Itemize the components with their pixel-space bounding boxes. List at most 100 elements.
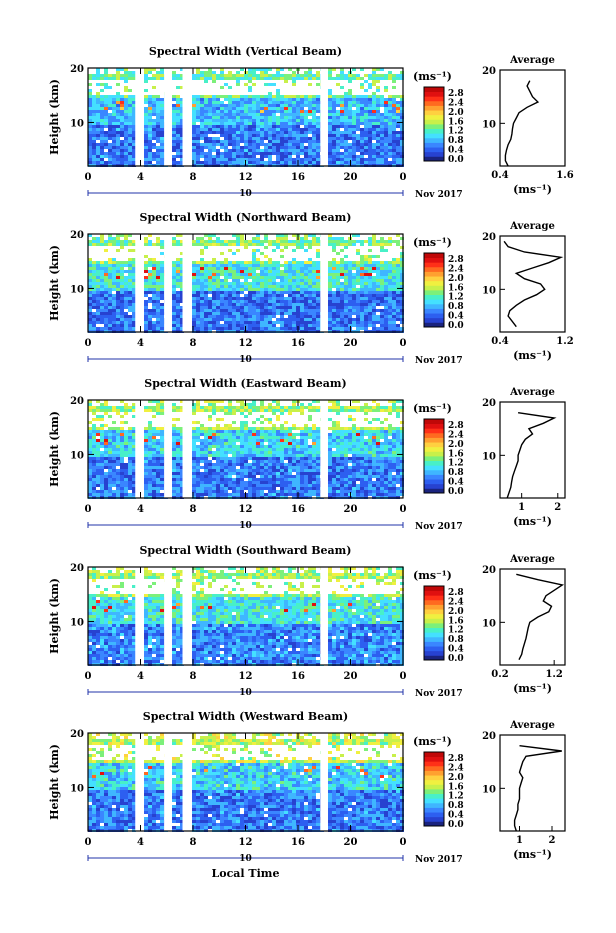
heatmap-cell — [160, 469, 164, 472]
colorbar-segment — [424, 110, 444, 115]
heatmap-cell — [104, 95, 108, 98]
heatmap-cell — [196, 427, 200, 430]
heatmap-cell — [392, 101, 396, 104]
heatmap-cell — [356, 149, 360, 152]
heatmap-cell — [228, 155, 232, 158]
heatmap-cell — [276, 270, 280, 273]
heatmap-cell — [152, 493, 156, 496]
heatmap-cell — [308, 300, 312, 303]
heatmap-cell — [372, 77, 376, 80]
heatmap-cell — [376, 74, 380, 77]
heatmap-cell — [268, 327, 272, 330]
heatmap-cell — [92, 104, 96, 107]
heatmap-cell — [368, 149, 372, 152]
heatmap-cell — [300, 107, 304, 110]
heatmap-cell — [196, 466, 200, 469]
heatmap-cell — [108, 261, 112, 264]
heatmap-cell — [172, 113, 176, 116]
heatmap-cell — [160, 77, 164, 80]
heatmap-cell — [352, 155, 356, 158]
heatmap-cell — [288, 113, 292, 116]
heatmap-cell — [116, 493, 120, 496]
heatmap-cell — [368, 110, 372, 113]
heatmap-cell — [372, 327, 376, 330]
heatmap-cell — [200, 128, 204, 131]
heatmap-cell — [368, 255, 372, 258]
heatmap-cell — [344, 149, 348, 152]
heatmap-cell — [144, 433, 148, 436]
heatmap-cell — [336, 104, 340, 107]
heatmap-cell — [352, 116, 356, 119]
heatmap-cell — [372, 237, 376, 240]
heatmap-cell — [392, 318, 396, 321]
heatmap-cell — [108, 312, 112, 315]
heatmap-cell — [352, 240, 356, 243]
heatmap-cell — [204, 312, 208, 315]
heatmap-cell — [116, 475, 120, 478]
heatmap-cell — [340, 303, 344, 306]
heatmap-cell — [332, 240, 336, 243]
heatmap-cell — [216, 276, 220, 279]
heatmap-cell — [228, 487, 232, 490]
heatmap-cell — [396, 140, 400, 143]
heatmap-cell — [192, 116, 196, 119]
heatmap-cell — [312, 128, 316, 131]
heatmap-cell — [244, 101, 248, 104]
heatmap-cell — [108, 306, 112, 309]
heatmap-cell — [264, 83, 268, 86]
heatmap-cell — [368, 300, 372, 303]
heatmap-cell — [316, 146, 320, 149]
heatmap-cell — [232, 460, 236, 463]
heatmap-cell — [332, 321, 336, 324]
heatmap-cell — [372, 297, 376, 300]
heatmap-cell — [244, 104, 248, 107]
heatmap-cell — [216, 291, 220, 294]
heatmap-cell — [212, 113, 216, 116]
heatmap-cell — [296, 273, 300, 276]
heatmap-cell — [100, 457, 104, 460]
heatmap-cell — [100, 312, 104, 315]
heatmap-cell — [280, 285, 284, 288]
heatmap-cell — [220, 158, 224, 161]
heatmap-cell — [280, 137, 284, 140]
heatmap-cell — [124, 240, 128, 243]
y-tick-label: 20 — [70, 230, 84, 241]
heatmap-cell — [380, 146, 384, 149]
heatmap-cell — [224, 315, 228, 318]
heatmap-cell — [272, 146, 276, 149]
heatmap-cell — [312, 324, 316, 327]
heatmap-cell — [208, 152, 212, 155]
heatmap-cell — [204, 409, 208, 412]
heatmap-cell — [268, 116, 272, 119]
heatmap-cell — [92, 418, 96, 421]
heatmap-cell — [212, 493, 216, 496]
heatmap-cell — [260, 104, 264, 107]
heatmap-cell — [376, 240, 380, 243]
heatmap-cell — [160, 149, 164, 152]
heatmap-cell — [296, 285, 300, 288]
heatmap-cell — [268, 155, 272, 158]
heatmap-cell — [352, 101, 356, 104]
heatmap-cell — [196, 451, 200, 454]
heatmap-cell — [216, 285, 220, 288]
heatmap-cell — [292, 125, 296, 128]
heatmap-cell — [256, 282, 260, 285]
heatmap-cell — [244, 240, 248, 243]
heatmap-cell — [356, 321, 360, 324]
heatmap-cell — [336, 77, 340, 80]
heatmap-cell — [240, 276, 244, 279]
heatmap-cell — [272, 300, 276, 303]
heatmap-cell — [264, 306, 268, 309]
heatmap-cell — [300, 104, 304, 107]
heatmap-cell — [296, 303, 300, 306]
heatmap-cell — [328, 288, 332, 291]
heatmap-cell — [244, 110, 248, 113]
heatmap-cell — [128, 71, 132, 74]
heatmap-cell — [236, 128, 240, 131]
heatmap-cell — [96, 161, 100, 164]
heatmap-cell — [124, 454, 128, 457]
heatmap-cell — [120, 264, 124, 267]
heatmap-cell — [244, 125, 248, 128]
heatmap-cell — [92, 107, 96, 110]
heatmap-cell — [376, 264, 380, 267]
